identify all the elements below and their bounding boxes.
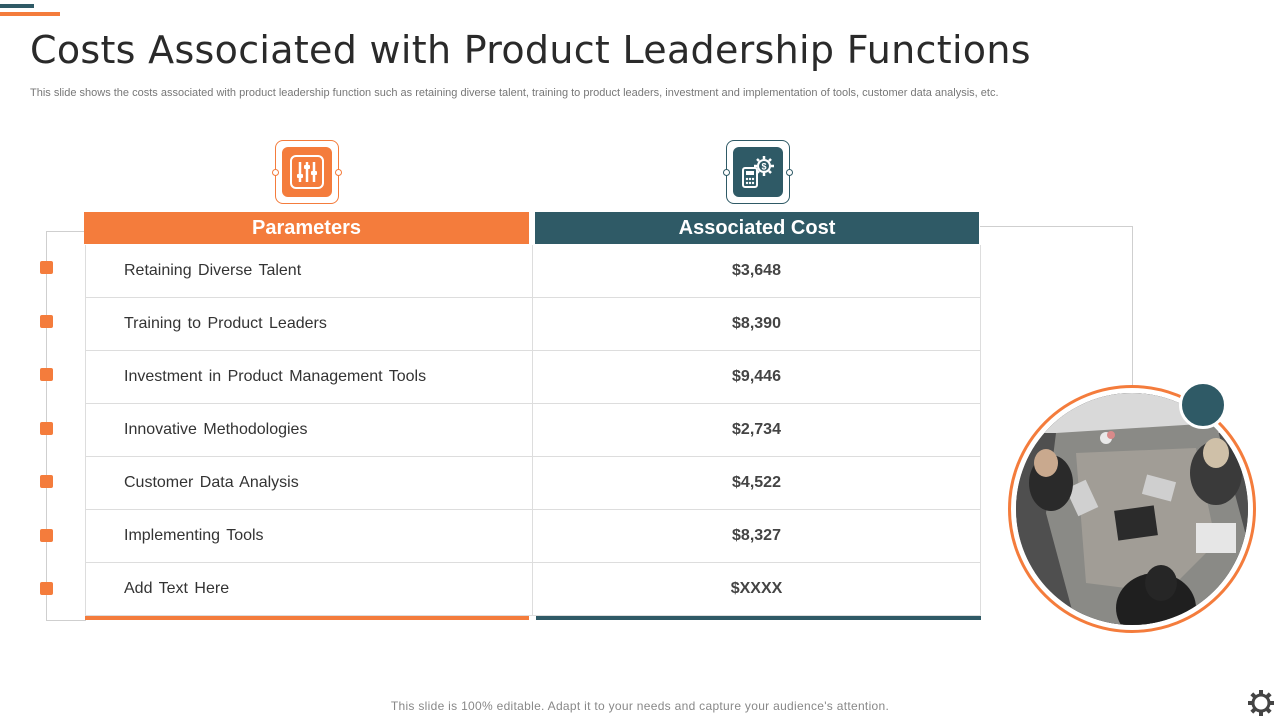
bullet-marker bbox=[40, 261, 53, 274]
bullet-marker bbox=[40, 368, 53, 381]
bullet-marker bbox=[40, 475, 53, 488]
cost-cell: $8,390 bbox=[533, 298, 980, 351]
decor-bar-orange bbox=[0, 12, 60, 16]
bullet-marker bbox=[40, 582, 53, 595]
cost-column: $3,648 $8,390 $9,446 $2,734 $4,522 $8,32… bbox=[533, 245, 981, 616]
bullet-marker bbox=[40, 314, 53, 328]
table-bottom-line-teal bbox=[536, 616, 981, 620]
team-meeting-photo bbox=[1016, 393, 1248, 625]
cost-cell: $8,327 bbox=[533, 510, 980, 563]
table-bottom-line-orange bbox=[85, 616, 529, 620]
cost-cell: $2,734 bbox=[533, 404, 980, 457]
footer-note: This slide is 100% editable. Adapt it to… bbox=[390, 699, 890, 713]
bullet-marker bbox=[40, 528, 53, 542]
gear-icon[interactable] bbox=[1246, 688, 1276, 718]
parameter-cell: Innovative Methodologies bbox=[86, 404, 532, 457]
cost-cell: $3,648 bbox=[533, 245, 980, 298]
connector-dot bbox=[723, 169, 730, 176]
parameter-cell: Investment in Product Management Tools bbox=[86, 351, 532, 404]
row-bullets bbox=[40, 261, 53, 636]
connector-dot bbox=[272, 169, 279, 176]
bullet-marker bbox=[40, 421, 53, 435]
parameter-cell: Implementing Tools bbox=[86, 510, 532, 563]
cost-cell: $9,446 bbox=[533, 351, 980, 404]
cost-cell: $XXXX bbox=[533, 563, 980, 616]
header-parameters: Parameters bbox=[84, 212, 529, 244]
parameter-cell: Add Text Here bbox=[86, 563, 532, 616]
parameter-cell: Retaining Diverse Talent bbox=[86, 245, 532, 298]
slide-subtitle: This slide shows the costs associated wi… bbox=[30, 87, 999, 99]
svg-text:$: $ bbox=[761, 162, 766, 172]
calculator-gear-dollar-icon: $ bbox=[733, 147, 783, 197]
slide-title: Costs Associated with Product Leadership… bbox=[30, 28, 1031, 72]
header-associated-cost: Associated Cost bbox=[535, 212, 979, 244]
decor-bar-teal bbox=[0, 4, 34, 8]
parameter-cell: Customer Data Analysis bbox=[86, 457, 532, 510]
parameter-cell: Training to Product Leaders bbox=[86, 298, 532, 351]
connector-dot bbox=[335, 169, 342, 176]
accent-circle bbox=[1179, 381, 1227, 429]
connector-dot bbox=[786, 169, 793, 176]
frame-line-right bbox=[980, 226, 1133, 386]
sliders-icon bbox=[282, 147, 332, 197]
cost-cell: $4,522 bbox=[533, 457, 980, 510]
cost-icon-box: $ bbox=[723, 140, 793, 204]
parameters-column: Retaining Diverse Talent Training to Pro… bbox=[85, 245, 533, 616]
team-photo-frame bbox=[1008, 385, 1256, 633]
parameters-icon-box bbox=[272, 140, 342, 204]
